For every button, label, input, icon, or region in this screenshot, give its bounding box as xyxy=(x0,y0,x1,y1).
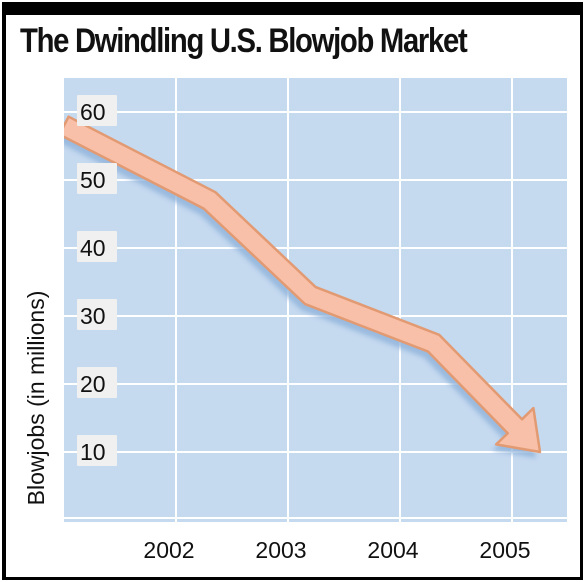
left-border xyxy=(2,2,6,580)
top-border xyxy=(2,2,583,15)
x-axis-ticks: 2002 2003 2004 2005 xyxy=(143,537,530,563)
x-tick-label: 2005 xyxy=(479,537,530,563)
x-tick-label: 2002 xyxy=(143,537,194,563)
y-tick-label: 60 xyxy=(80,99,106,125)
right-border xyxy=(580,2,583,580)
y-tick-label: 40 xyxy=(80,235,106,261)
y-axis-ticks: 10 20 30 40 50 60 xyxy=(77,95,117,466)
y-tick-box xyxy=(77,163,117,194)
x-tick-label: 2003 xyxy=(255,537,306,563)
y-tick-box xyxy=(77,367,117,398)
x-tick-label: 2004 xyxy=(367,537,418,563)
y-tick-box xyxy=(77,231,117,262)
y-tick-box xyxy=(77,95,117,126)
bottom-border xyxy=(2,577,583,580)
y-tick-label: 10 xyxy=(80,439,106,465)
y-tick-box xyxy=(77,435,117,466)
trend-arrow-body xyxy=(64,115,542,454)
trend-arrow xyxy=(64,115,542,458)
y-tick-box xyxy=(77,299,117,330)
chart-title: The Dwindling U.S. Blowjob Market xyxy=(20,22,468,60)
y-tick-label: 20 xyxy=(80,371,106,397)
y-tick-label: 30 xyxy=(80,303,106,329)
y-tick-label: 50 xyxy=(80,167,106,193)
y-axis-label: Blowjobs (in millions) xyxy=(23,291,49,506)
